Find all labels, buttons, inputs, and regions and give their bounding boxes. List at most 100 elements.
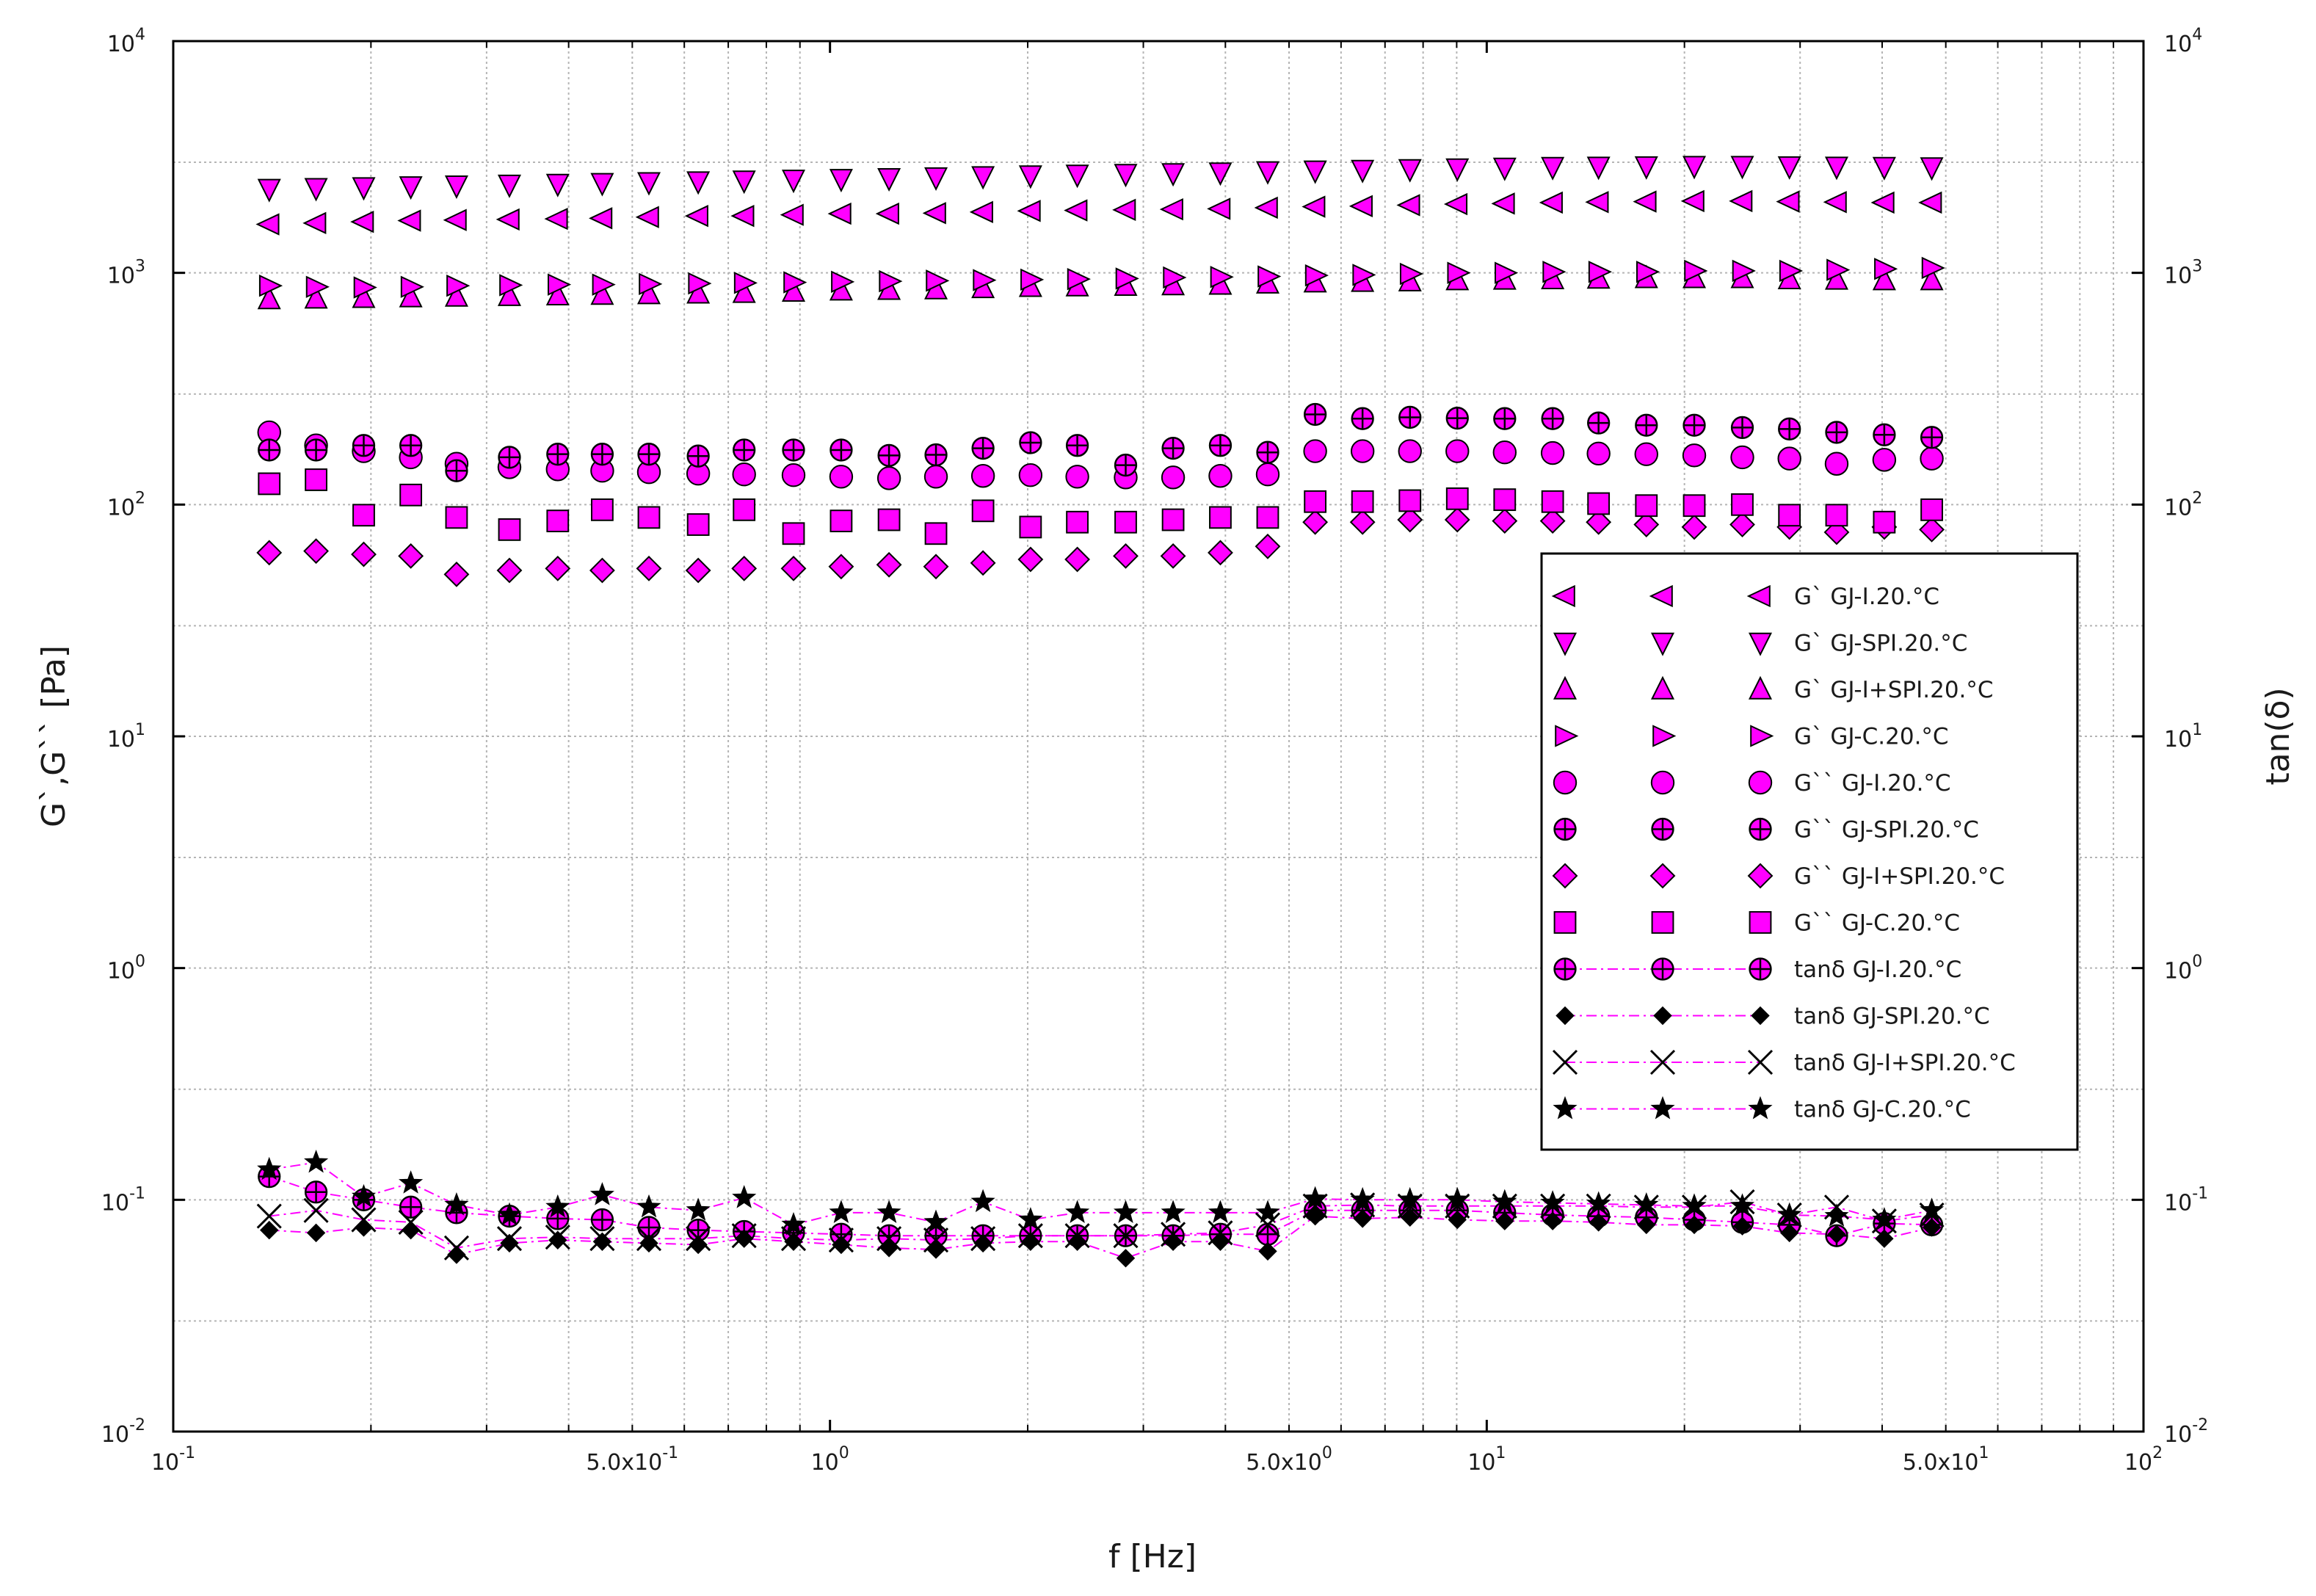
data-point <box>1634 442 1658 466</box>
marker-shape <box>1114 510 1137 534</box>
marker-shape <box>1919 1197 1945 1221</box>
data-point <box>1778 417 1801 440</box>
legend-marker <box>1651 911 1674 934</box>
data-point <box>875 202 899 225</box>
marker-shape <box>970 464 995 488</box>
data-point <box>258 472 281 496</box>
marker-shape <box>1065 465 1089 489</box>
marker-cross-b <box>828 1227 854 1253</box>
marker-shape <box>1748 675 1773 700</box>
data-point <box>399 483 423 507</box>
data-point <box>1682 1193 1707 1216</box>
legend-label: G` GJ-SPI.20.°C <box>1794 631 1967 657</box>
marker-shape <box>1161 508 1185 532</box>
data-point <box>1684 259 1708 283</box>
marker-shape <box>973 1233 992 1253</box>
data-point <box>636 1226 662 1252</box>
marker-shape <box>1398 159 1422 183</box>
marker-shape <box>1161 1200 1186 1223</box>
data-point <box>305 275 330 298</box>
legend-marker <box>1553 1096 1578 1120</box>
legend-item: G`` GJ-C.20.°C <box>1553 910 1960 937</box>
legend-marker <box>1553 957 1577 981</box>
data-point <box>877 167 901 192</box>
marker-shape <box>545 1194 570 1218</box>
marker-shape <box>546 509 570 533</box>
data-point <box>1827 1225 1846 1244</box>
marker-shape <box>1872 266 1896 291</box>
data-point <box>589 1182 614 1205</box>
data-point <box>1587 492 1611 515</box>
marker-shape <box>305 275 330 298</box>
data-point <box>1491 192 1515 215</box>
marker-shape <box>923 554 949 580</box>
data-point <box>828 554 854 580</box>
marker-cross-b <box>256 1203 282 1229</box>
marker-shape <box>1209 506 1232 529</box>
data-point <box>1542 261 1567 283</box>
data-point <box>398 1209 424 1235</box>
data-point <box>399 1170 424 1194</box>
legend-item: G`` GJ-I+SPI.20.°C <box>1552 863 2005 890</box>
marker-shape <box>257 286 281 310</box>
legend-marker <box>1749 911 1772 934</box>
marker-shape <box>1539 508 1566 534</box>
data-point <box>1682 156 1707 180</box>
x-tick-label: 101 <box>1467 1444 1506 1476</box>
data-point <box>1920 266 1944 291</box>
marker-shape <box>686 1197 711 1221</box>
marker-shape <box>637 506 661 529</box>
data-point <box>1824 1203 1849 1227</box>
data-point <box>445 506 468 529</box>
data-point <box>444 283 468 307</box>
legend-marker <box>1649 863 1676 889</box>
data-point <box>781 1211 806 1236</box>
marker-shape <box>636 280 661 305</box>
marker-shape <box>1825 504 1848 527</box>
data-point <box>1160 543 1186 569</box>
marker-shape <box>1649 584 1673 608</box>
marker-shape <box>1492 157 1517 181</box>
marker-shape <box>304 1149 329 1173</box>
marker-shape <box>1748 1096 1773 1120</box>
data-point <box>639 272 663 296</box>
marker-shape <box>1350 1186 1375 1211</box>
marker-shape <box>500 1233 519 1253</box>
marker-shape <box>1019 515 1042 539</box>
data-point <box>1492 440 1517 465</box>
data-point <box>592 1232 612 1252</box>
data-point <box>1304 490 1327 513</box>
data-point <box>1540 1190 1565 1214</box>
data-point <box>1303 1186 1328 1210</box>
data-point <box>1398 405 1422 429</box>
legend-label: G` GJ-I+SPI.20.°C <box>1794 677 1994 703</box>
marker-shape <box>1115 267 1139 290</box>
marker-shape <box>1635 494 1658 518</box>
data-point <box>1732 1216 1752 1236</box>
marker-shape <box>1161 465 1186 490</box>
data-point <box>1019 515 1042 539</box>
data-point <box>545 173 570 197</box>
data-point <box>1445 1186 1470 1211</box>
marker-shape <box>829 1200 854 1223</box>
data-point <box>1351 407 1374 430</box>
y2-tick-label: 104 <box>2164 26 2202 57</box>
marker-shape <box>443 561 470 587</box>
data-point <box>1161 436 1185 460</box>
data-point <box>304 285 328 309</box>
marker-shape <box>1586 1191 1611 1215</box>
data-point <box>876 1200 901 1223</box>
marker-shape <box>1636 261 1660 283</box>
data-point <box>1065 434 1089 457</box>
data-point <box>1019 431 1042 454</box>
y-tick-labels: 10-2 10-1 100 101 102 103 104 <box>101 26 145 1448</box>
data-point <box>1920 157 1944 181</box>
marker-shape <box>352 284 376 308</box>
data-point <box>1349 509 1376 535</box>
data-point <box>829 1200 854 1223</box>
marker-shape <box>255 213 280 236</box>
marker-shape <box>1680 189 1705 213</box>
data-point <box>1208 464 1233 488</box>
legend-label: tanδ GJ-SPI.20.°C <box>1794 1004 1990 1030</box>
marker-shape <box>1633 190 1657 213</box>
